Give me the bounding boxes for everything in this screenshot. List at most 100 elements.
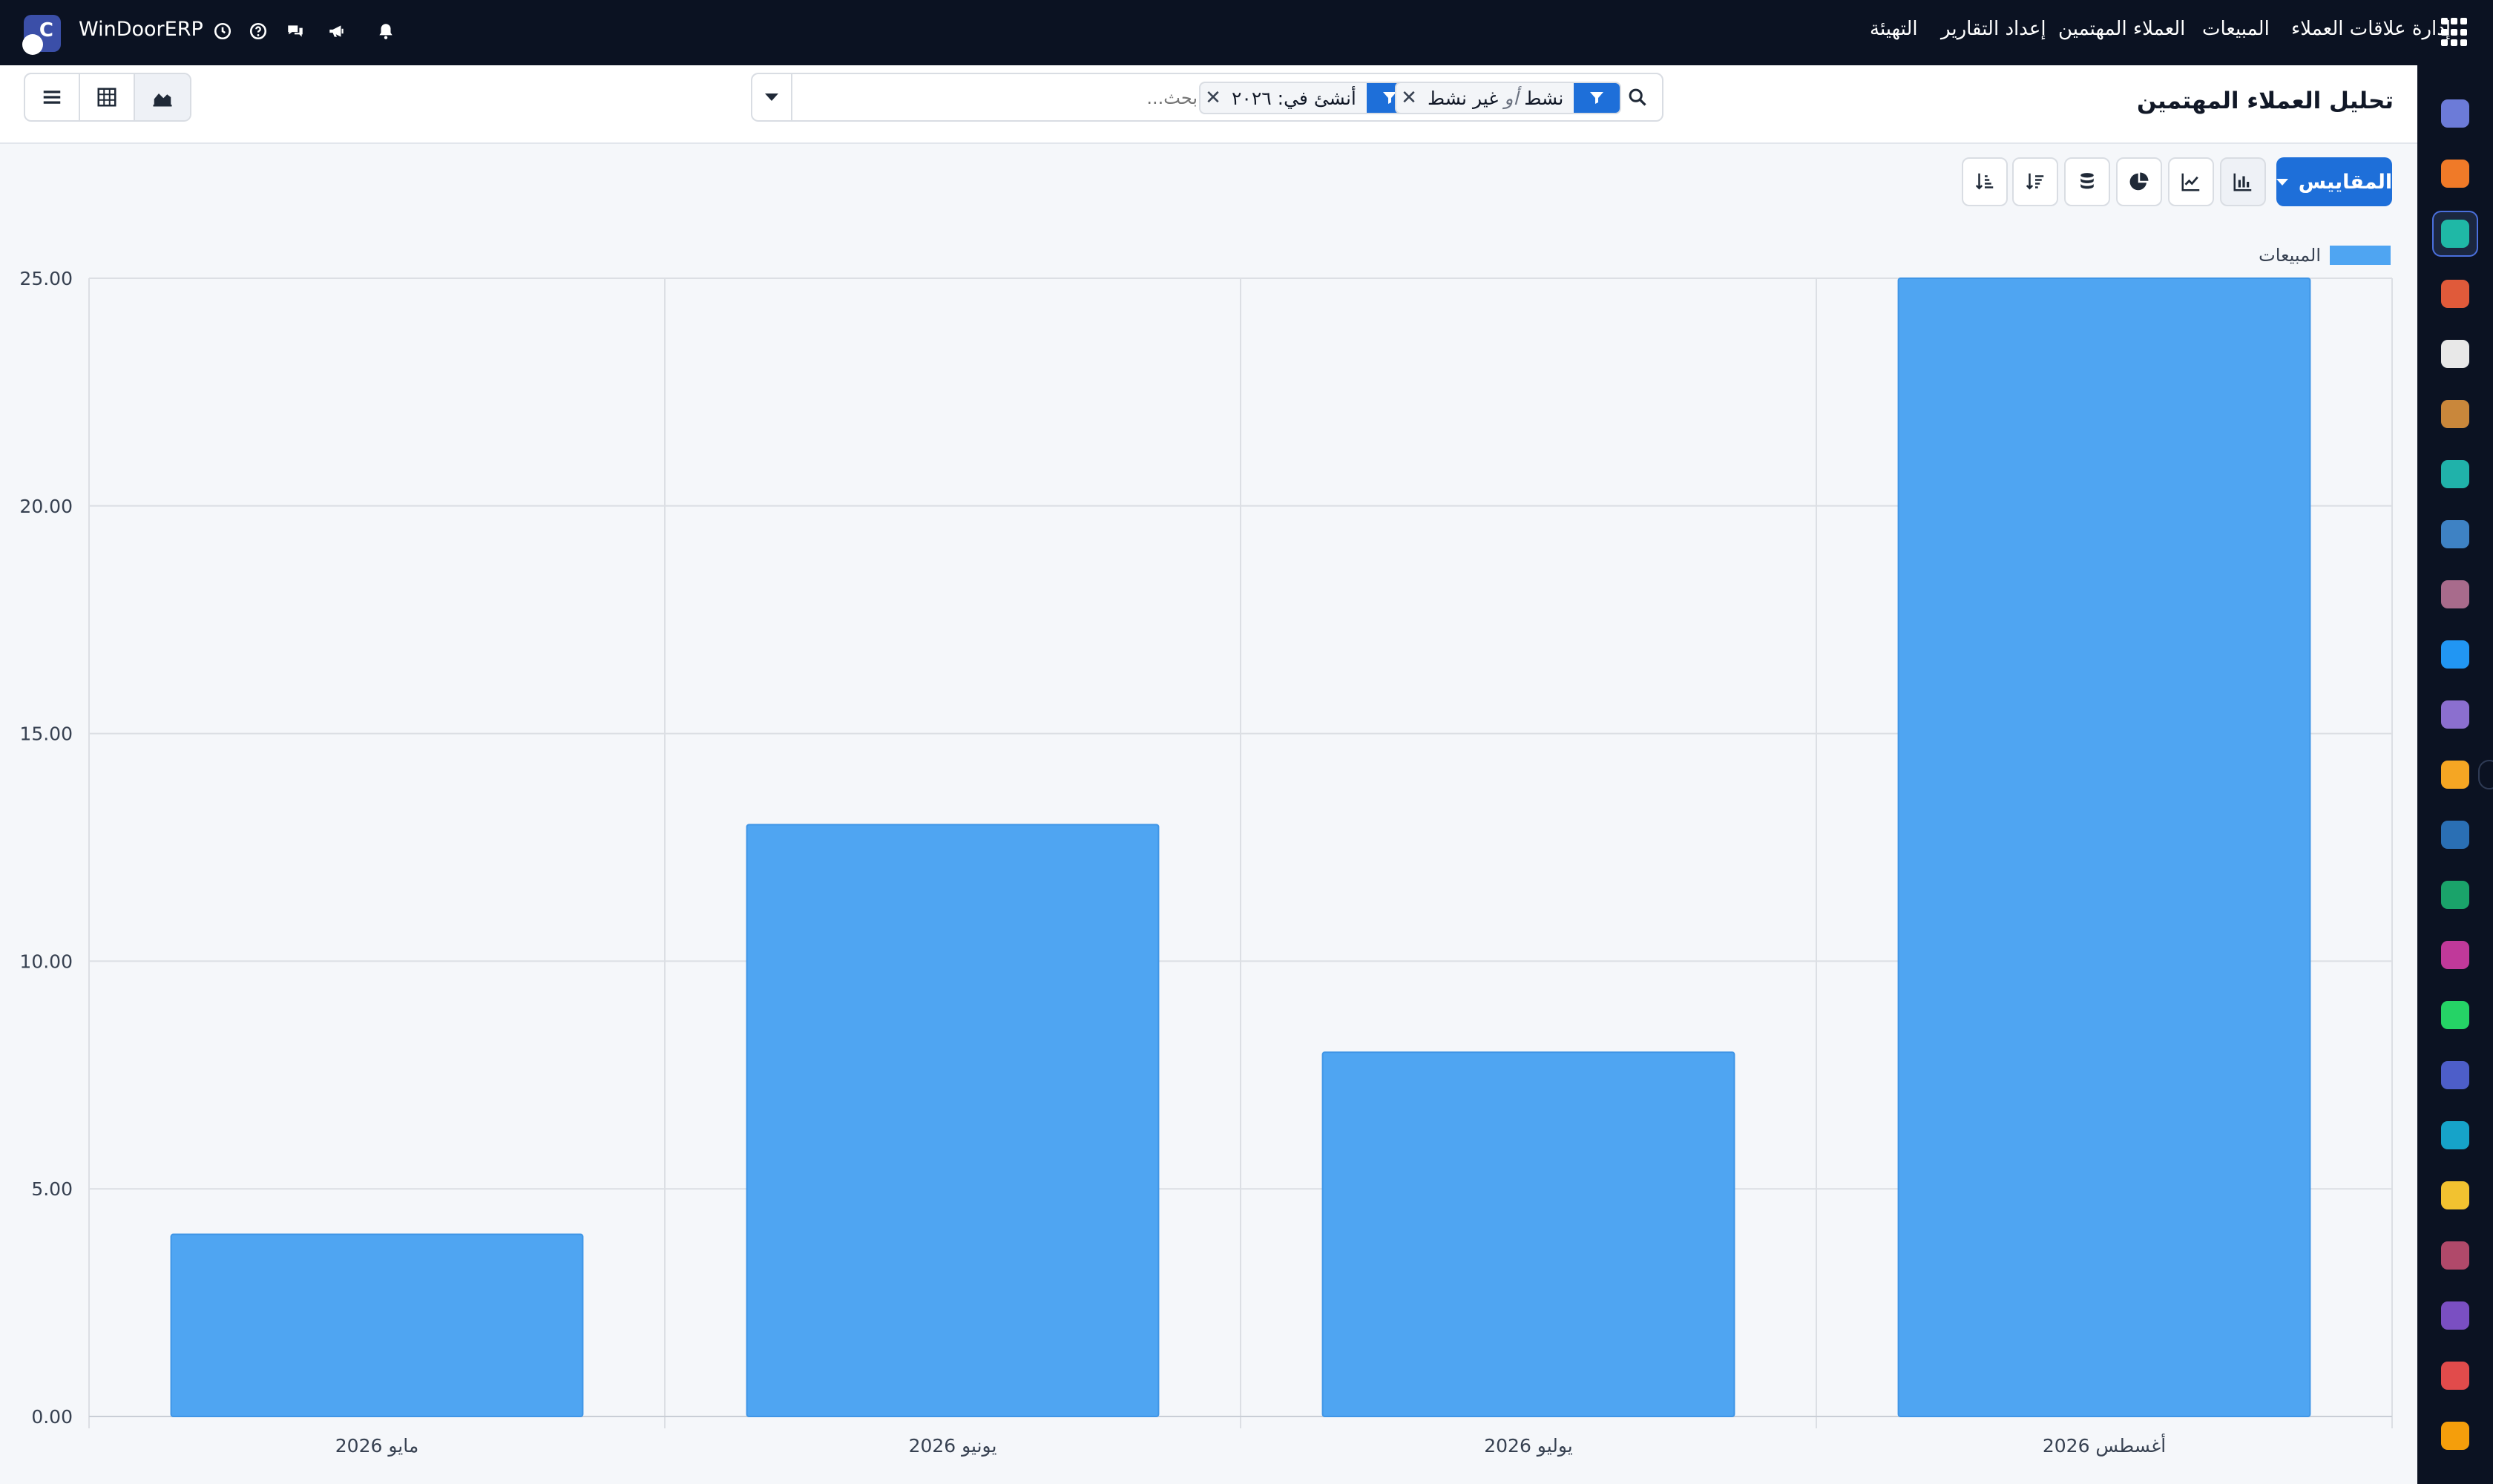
remove-facet-icon[interactable]: ✕ [1205,87,1221,109]
facet-or-separator: أو [1504,87,1519,109]
area-chart-icon [153,93,172,107]
sidebar-mail-app[interactable] [2432,91,2478,137]
menu-item-configuration[interactable]: التهيئة [1870,18,1918,40]
measures-label: المقاييس [2298,170,2393,194]
discuss-app-icon [2441,1061,2469,1089]
sidebar-knowledge-app[interactable] [2432,511,2478,557]
x-tick-label: يونيو 2026 [909,1435,997,1457]
surveys-app-icon [2441,1362,2469,1390]
sidebar-contacts-app[interactable] [2432,391,2478,437]
menu-item-crm-app[interactable]: إدارة علاقات العملاء [2291,18,2451,40]
view-switcher [24,73,191,122]
sidebar-calendar-app[interactable] [2432,752,2478,798]
sidebar-sign-app[interactable] [2432,812,2478,858]
sidebar-planning-app[interactable] [2432,1112,2478,1158]
list-view-button[interactable] [25,74,80,120]
studio-app-icon [2441,1301,2469,1330]
help-icon[interactable] [243,16,273,46]
facet-status-active: نشط [1524,87,1564,109]
pivot-view-button[interactable] [80,74,135,120]
sidebar-invoicing-app[interactable] [2432,631,2478,677]
sidebar-todo-app[interactable] [2432,451,2478,497]
search-input[interactable] [804,83,1198,113]
employees-app-icon [2441,700,2469,729]
x-tick-label: أغسطس 2026 [2043,1433,2166,1457]
y-tick-label: 5.00 [31,1178,73,1200]
bar-chart: 0.00 5.00 10.00 15.00 20.00 25.00 مايو 2026 يون… [19,268,2393,1457]
database-icon [2080,173,2094,189]
sidebar-discuss-app[interactable] [2432,1052,2478,1098]
sort-descending-button[interactable] [2012,157,2058,206]
graph-view-button[interactable] [135,74,190,120]
sign-app-icon [2441,821,2469,849]
y-tick-label: 25.00 [19,268,73,289]
legend-swatch [2330,246,2391,265]
y-tick-label: 0.00 [31,1406,73,1428]
chat-icon[interactable] [280,16,310,46]
dashboard-app-icon [2441,941,2469,969]
bar[interactable] [746,824,1160,1417]
billing-app-icon [2441,1241,2469,1270]
sidebar-recruitment-app[interactable] [2432,872,2478,918]
apps-grid-icon[interactable] [2441,18,2471,47]
sidebar-chat-bubble-app[interactable] [2432,151,2478,197]
list-icon [43,91,61,104]
caret-down-icon [2276,178,2288,186]
sidebar-reports-app[interactable] [2432,271,2478,317]
stacked-button[interactable] [2064,157,2110,206]
line-chart-button[interactable] [2168,157,2214,206]
recruitment-app-icon [2441,881,2469,909]
legend-label: المبيعات [2259,245,2321,266]
pie-chart-button[interactable] [2116,157,2162,206]
y-tick-label: 20.00 [19,496,73,517]
sidebar-settings-app[interactable] [2432,1413,2478,1459]
telegram-app-icon [2441,1181,2469,1209]
sidebar-studio-app[interactable] [2432,1293,2478,1339]
sidebar-products-app[interactable] [2432,571,2478,617]
menu-item-leads[interactable]: العملاء المهتمين [2058,18,2186,40]
bar[interactable] [1897,278,2311,1417]
bell-icon[interactable] [371,16,401,46]
chart-legend[interactable]: المبيعات [2259,245,2391,266]
bar[interactable] [1321,1051,1735,1417]
facet-created-label: أنشئ في: ٢٠٢٦ [1232,87,1356,109]
search-icon[interactable] [1619,80,1656,114]
search-options-toggle[interactable] [752,74,792,120]
sidebar-telegram-app[interactable] [2432,1172,2478,1218]
company-logo[interactable]: C [22,15,61,55]
measures-dropdown-button[interactable]: المقاييس [2276,157,2392,206]
y-tick-label: 10.00 [19,951,73,972]
company-logo-letter: C [39,19,53,42]
bar-chart-button[interactable] [2220,157,2266,206]
todo-app-icon [2441,460,2469,488]
sidebar-whatsapp-app[interactable] [2432,992,2478,1038]
megaphone-icon[interactable] [322,16,352,46]
filter-icon [1574,83,1620,113]
menu-item-reporting[interactable]: إعداد التقارير [1941,18,2046,40]
top-navbar: C WinDoorERP التهيئة إعداد التقارير العم… [0,0,2493,65]
search-panel: ✕ أنشئ في: ٢٠٢٦ ✕ نشط أو غير نشط [751,73,1663,122]
sidebar-billing-app[interactable] [2432,1232,2478,1278]
sort-ascending-icon [1975,173,1994,190]
clock-icon[interactable] [208,16,237,46]
invoicing-app-icon [2441,640,2469,669]
sidebar-crm-app[interactable] [2432,211,2478,257]
company-name[interactable]: WinDoorERP [79,18,203,41]
x-tick-label: يوليو 2026 [1484,1435,1573,1457]
calendar-app-icon [2441,761,2469,789]
remove-facet-icon[interactable]: ✕ [1401,87,1417,109]
menu-item-sales[interactable]: المبيعات [2202,18,2270,40]
filter-facet-status: ✕ نشط أو غير نشط [1395,82,1622,114]
chat-bubble-app-icon [2441,160,2469,188]
sort-ascending-button[interactable] [1962,157,2008,206]
planning-app-icon [2441,1121,2469,1149]
sidebar-dashboard-app[interactable] [2432,932,2478,978]
sidebar-surveys-app[interactable] [2432,1353,2478,1399]
facet-status-inactive: غير نشط [1428,87,1499,109]
sidebar-employees-app[interactable] [2432,692,2478,738]
bar[interactable] [170,1233,584,1418]
control-panel: ✕ أنشئ في: ٢٠٢٦ ✕ نشط أو غير نشط تحليل ا… [0,65,2417,144]
sidebar-inventory-app[interactable] [2432,331,2478,377]
sidebar-resize-handle[interactable] [2478,760,2493,789]
inventory-app-icon [2441,340,2469,368]
